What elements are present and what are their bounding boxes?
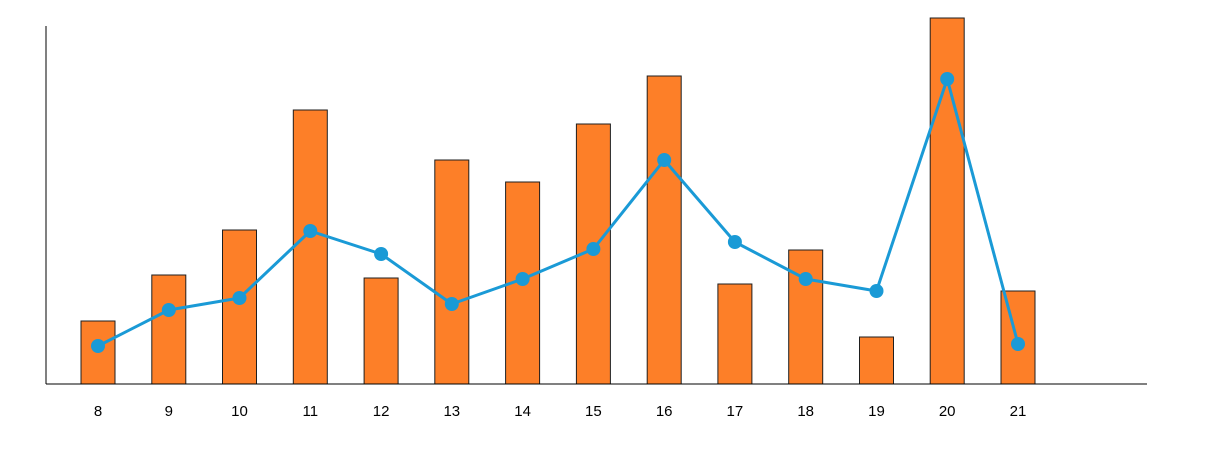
bar-16: [646, 75, 682, 385]
x-tick-label: 9: [165, 403, 173, 420]
x-tick-label: 13: [443, 403, 460, 420]
x-tick-label: 14: [514, 403, 531, 420]
x-tick-labels: 8 9 10 11 12 13 14 15 16 17 18 19 20 21: [94, 403, 1027, 420]
x-tick-label: 18: [797, 403, 814, 420]
bar-11: [292, 109, 328, 385]
x-tick-label: 8: [94, 403, 102, 420]
x-tick-label: 12: [373, 403, 390, 420]
line-point-20: [940, 72, 955, 86]
line-point-9: [161, 303, 176, 317]
line-point-17: [727, 235, 742, 249]
x-tick-label: 11: [303, 403, 319, 420]
bar-18: [788, 249, 824, 385]
line-series: [91, 72, 1025, 353]
bar-12: [363, 277, 399, 385]
x-tick-label: 20: [939, 403, 956, 420]
line-point-10: [232, 291, 247, 305]
line-point-16: [657, 153, 672, 167]
line-point-21: [1011, 337, 1025, 351]
bar-19: [859, 336, 894, 385]
line-point-19: [869, 284, 884, 298]
bar-9: [151, 274, 187, 385]
bar-13: [434, 159, 470, 385]
line-point-12: [374, 247, 389, 261]
x-tick-label: 19: [868, 403, 885, 420]
line-point-15: [586, 242, 601, 256]
line-point-13: [444, 297, 459, 311]
line-point-18: [798, 272, 813, 286]
bar-series: [80, 17, 1036, 385]
x-tick-label: 16: [656, 403, 673, 420]
line-point-14: [515, 272, 530, 286]
line-path: [97, 77, 1020, 348]
x-tick-label: 21: [1010, 403, 1027, 420]
x-tick-label: 17: [727, 403, 744, 420]
line-point-8: [91, 339, 105, 353]
x-tick-label: 15: [585, 403, 602, 420]
x-tick-label: 10: [231, 403, 248, 420]
bar-10: [222, 229, 257, 385]
bar-17: [717, 283, 753, 385]
line-point-11: [303, 224, 318, 238]
